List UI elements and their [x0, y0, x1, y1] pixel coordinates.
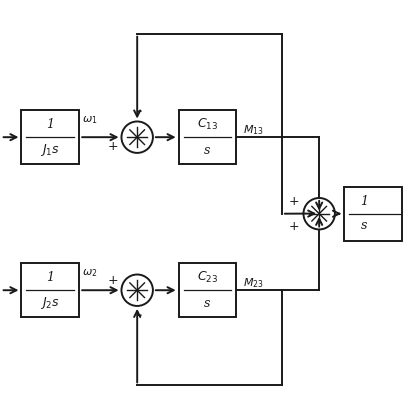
Text: +: +: [107, 140, 118, 153]
Bar: [22, 110, 79, 164]
Bar: [178, 110, 237, 164]
Bar: [178, 264, 237, 317]
Text: s: s: [204, 297, 211, 310]
Text: +: +: [289, 220, 299, 233]
Text: +: +: [289, 195, 299, 208]
Text: s: s: [361, 219, 367, 232]
Bar: [344, 187, 402, 241]
Text: $M_{23}$: $M_{23}$: [243, 276, 264, 290]
Text: $M_{13}$: $M_{13}$: [243, 123, 264, 137]
Text: 1: 1: [46, 118, 54, 131]
Text: -: -: [137, 309, 142, 322]
Text: $\omega_2$: $\omega_2$: [82, 267, 98, 278]
Text: $C_{13}$: $C_{13}$: [197, 117, 218, 132]
Text: $C_{23}$: $C_{23}$: [197, 270, 218, 285]
Text: +: +: [107, 274, 118, 287]
Text: $\omega_1$: $\omega_1$: [82, 114, 98, 126]
Bar: [22, 264, 79, 317]
Text: 1: 1: [360, 195, 368, 208]
Text: $J_2s$: $J_2s$: [40, 295, 60, 311]
Circle shape: [122, 122, 153, 153]
Text: s: s: [204, 144, 211, 156]
Text: $J_1s$: $J_1s$: [40, 142, 60, 158]
Text: -: -: [137, 105, 142, 118]
Circle shape: [303, 198, 335, 229]
Circle shape: [122, 274, 153, 306]
Text: 1: 1: [46, 271, 54, 284]
